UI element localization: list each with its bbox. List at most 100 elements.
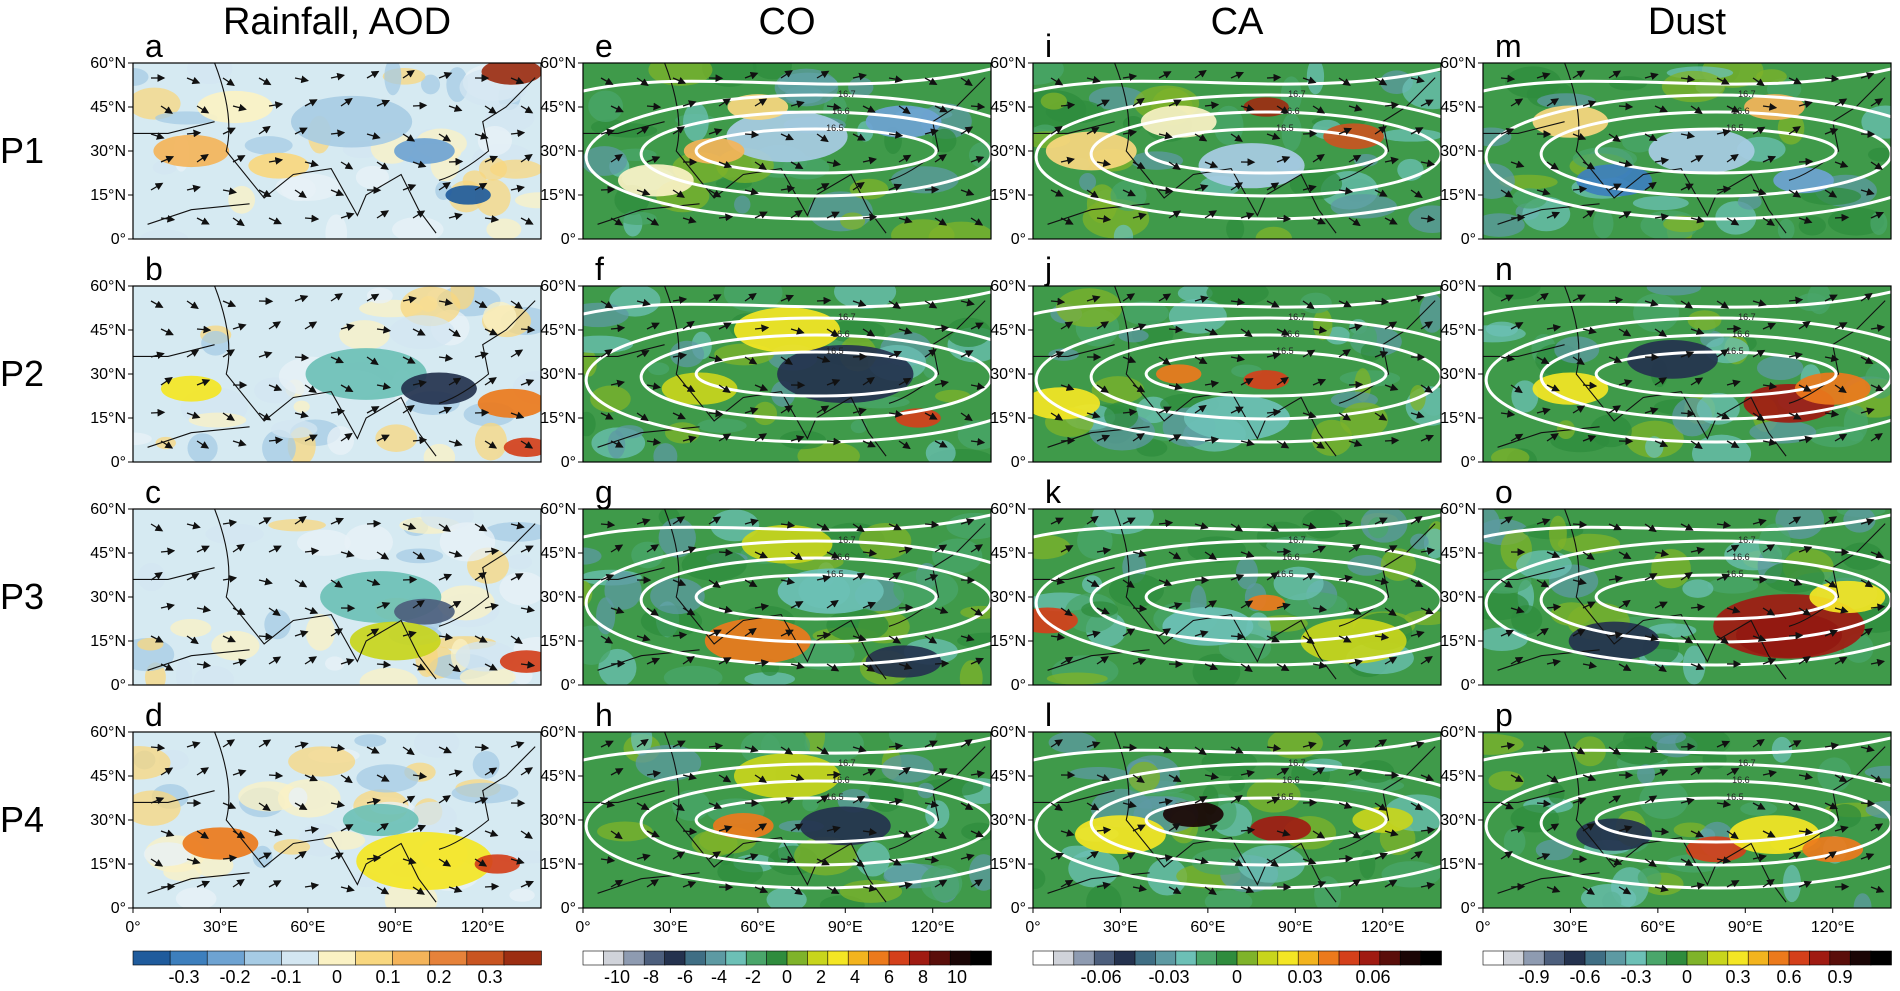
wind-vector (718, 433, 732, 442)
wind-vector (510, 349, 524, 358)
colorbar-swatch (392, 950, 431, 966)
colorbar-tick-label: -0.3 (168, 967, 199, 987)
wind-vector (780, 356, 793, 365)
wind-vector (1158, 519, 1174, 528)
lon-tick-label: 120°E (911, 919, 955, 936)
wind-vector (816, 296, 832, 305)
coastline (133, 732, 536, 903)
anomaly-patch (344, 524, 393, 561)
wind-vector (1122, 355, 1137, 364)
wind-vector (1122, 408, 1138, 417)
wind-vector (672, 189, 685, 198)
wind-vector (1096, 656, 1109, 665)
wind-vector (1410, 802, 1424, 811)
colorbar-swatch (1399, 950, 1422, 966)
anomaly-blob (248, 152, 310, 179)
wind-vector (744, 407, 759, 415)
wind-vector (1050, 350, 1065, 359)
wind-vector (232, 439, 247, 447)
wind-vector (852, 181, 865, 191)
wind-vector (816, 70, 830, 79)
wind-vector (718, 605, 733, 614)
wind-vector (402, 404, 415, 414)
wind-vector (1312, 830, 1326, 839)
wind-vector (780, 796, 795, 805)
anomaly-patch (1228, 774, 1245, 793)
wind-vector (1086, 802, 1100, 811)
contour-line (694, 127, 938, 175)
anomaly-patch (188, 412, 247, 428)
wind-vector (1168, 210, 1182, 219)
map-panel: 16.516.616.7 (1483, 63, 1891, 239)
anomaly-patch (1512, 188, 1548, 209)
contour-line (584, 539, 991, 667)
wind-vector (790, 161, 804, 170)
lat-tick-label: 15°N (1440, 410, 1476, 427)
wind-vector (718, 774, 732, 783)
lon-tick-label: 30°E (1553, 919, 1588, 936)
wind-vector (862, 884, 878, 893)
wind-vector (438, 633, 454, 641)
coastline (583, 509, 986, 680)
lat-tick-label: 60°N (540, 55, 576, 72)
wind-vector (1420, 321, 1434, 330)
wind-vector (610, 544, 624, 553)
anomaly-patch (139, 229, 189, 239)
lat-tick-label: 15°N (990, 410, 1026, 427)
lon-tick-label: 60°E (1640, 919, 1675, 936)
wind-vector (708, 742, 724, 751)
wind-vector (196, 661, 212, 669)
lon-tick-label: 0° (1025, 919, 1040, 936)
colorbar-swatch (1625, 950, 1648, 966)
anomaly-patch (281, 177, 316, 202)
colorbar-swatch (1503, 950, 1525, 966)
wind-vector (1096, 99, 1110, 107)
anomaly-patch (779, 430, 826, 450)
wind-vector (790, 601, 804, 609)
wind-vector (1230, 71, 1245, 79)
anomaly-patch (1632, 196, 1689, 211)
wind-vector (1420, 656, 1433, 665)
wind-vector (304, 606, 319, 615)
lat-tick-label: 60°N (90, 724, 126, 741)
colorbar-swatch (503, 950, 542, 966)
contour-label: 16.7 (1738, 89, 1756, 99)
wind-vector (816, 355, 831, 363)
wind-vector (232, 323, 247, 331)
wind-vector (1302, 798, 1318, 807)
wind-vector (1266, 351, 1281, 360)
anomaly-patch (855, 841, 891, 877)
wind-vector (924, 348, 937, 358)
wind-vector (1302, 572, 1316, 581)
anomaly-patch (1091, 376, 1145, 404)
contour-line (1144, 796, 1388, 844)
anomaly-patch (1646, 286, 1702, 296)
wind-vector (366, 293, 380, 302)
wind-vector (888, 742, 904, 751)
lat-tick-label: 60°N (1440, 278, 1476, 295)
wind-vector (924, 77, 938, 85)
wind-vector (232, 830, 246, 839)
anomaly-blob (1155, 364, 1202, 384)
wind-vector (1194, 856, 1209, 865)
anomaly-patch (211, 630, 260, 661)
anomaly-patch (1033, 534, 1071, 560)
lat-tick-label: 60°N (90, 55, 126, 72)
wind-vector (826, 599, 839, 609)
anomaly-blob (342, 803, 419, 837)
wind-vector (258, 632, 274, 641)
anomaly-patch (1593, 208, 1614, 239)
wind-vector (1384, 321, 1398, 330)
wind-vector (646, 879, 659, 888)
colorbar-tick-label: -6 (677, 967, 693, 987)
wind-vector (258, 125, 271, 135)
colorbar-swatch (1420, 950, 1442, 966)
lat-tick-label: 60°N (540, 724, 576, 741)
wind-vector (294, 741, 309, 749)
wind-vector (1086, 295, 1101, 303)
anomaly-blob (799, 806, 891, 846)
wind-vector (412, 824, 427, 832)
wind-vector (898, 327, 913, 335)
wind-vector (708, 128, 723, 136)
wind-vector (1420, 826, 1436, 835)
